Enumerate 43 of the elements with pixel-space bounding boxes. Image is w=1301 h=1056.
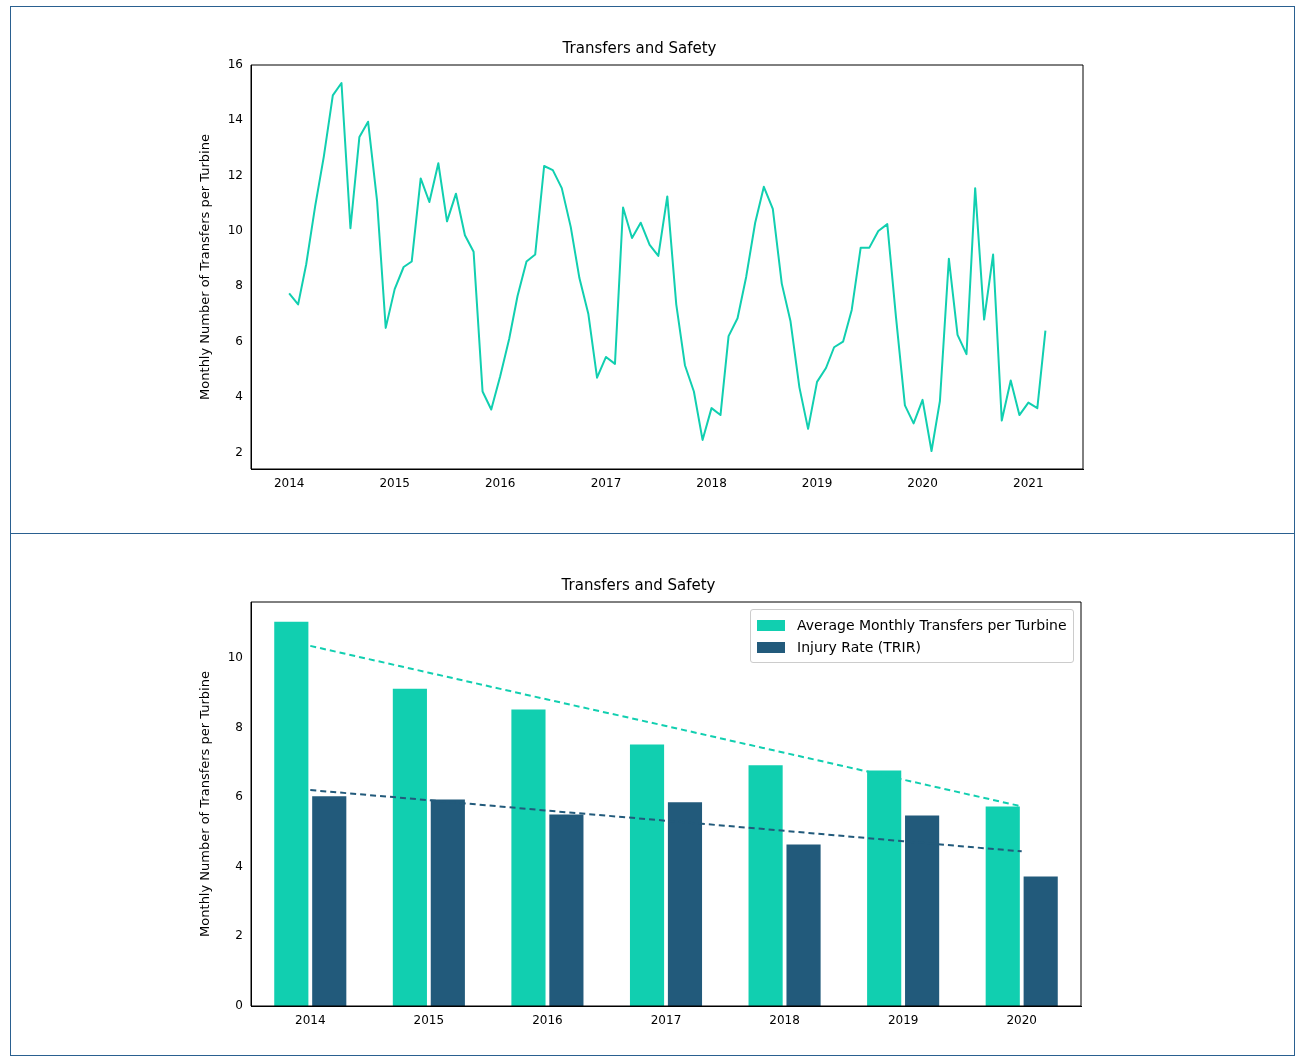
bar — [392, 688, 427, 1006]
x-tick-label: 2015 — [379, 476, 410, 491]
bar — [629, 744, 665, 1006]
x-tick-label: 2017 — [590, 476, 622, 491]
y-axis-title: Monthly Number of Transfers per Turbine — [197, 671, 213, 937]
y-tick-label: 4 — [235, 858, 243, 873]
y-tick-label: 2 — [235, 928, 243, 943]
bar — [511, 709, 546, 1006]
x-tick-label: 2019 — [801, 476, 833, 491]
x-tick-label: 2017 — [650, 1013, 682, 1028]
bar — [312, 796, 347, 1006]
y-tick-label: 10 — [227, 649, 243, 664]
x-tick-label: 2018 — [696, 476, 727, 491]
y-axis-title: Monthly Number of Transfers per Turbine — [197, 134, 213, 400]
x-tick-label: 2021 — [1013, 476, 1044, 491]
chart-title: Transfers and Safety — [560, 575, 716, 594]
bar — [274, 621, 309, 1006]
y-tick-label: 0 — [235, 998, 243, 1013]
x-tick-label: 2014 — [273, 476, 305, 491]
y-tick-label: 8 — [235, 278, 243, 293]
y-tick-label: 2 — [235, 444, 243, 459]
x-tick-label: 2018 — [769, 1013, 800, 1028]
y-tick-label: 8 — [235, 719, 243, 734]
x-tick-label: 2014 — [295, 1013, 326, 1028]
bar — [1023, 876, 1058, 1006]
y-tick-label: 12 — [227, 167, 243, 182]
y-tick-label: 14 — [227, 112, 243, 127]
legend-label: Average Monthly Transfers per Turbine — [797, 617, 1067, 633]
y-tick-label: 6 — [235, 333, 243, 348]
legend-label: Injury Rate (TRIR) — [797, 639, 921, 655]
x-tick-label: 2015 — [413, 1013, 445, 1028]
x-tick-label: 2016 — [532, 1013, 563, 1028]
bar — [748, 765, 783, 1006]
x-tick-label: 2016 — [484, 476, 516, 491]
y-tick-label: 10 — [227, 223, 243, 238]
y-tick-label: 16 — [227, 57, 243, 72]
bar — [786, 844, 821, 1006]
y-tick-label: 4 — [235, 389, 243, 404]
x-tick-label: 2020 — [907, 476, 938, 491]
x-tick-label: 2019 — [887, 1013, 919, 1028]
chart-title: Transfers and Safety — [561, 38, 717, 57]
y-tick-label: 6 — [235, 789, 243, 804]
x-tick-label: 2020 — [1006, 1013, 1037, 1028]
